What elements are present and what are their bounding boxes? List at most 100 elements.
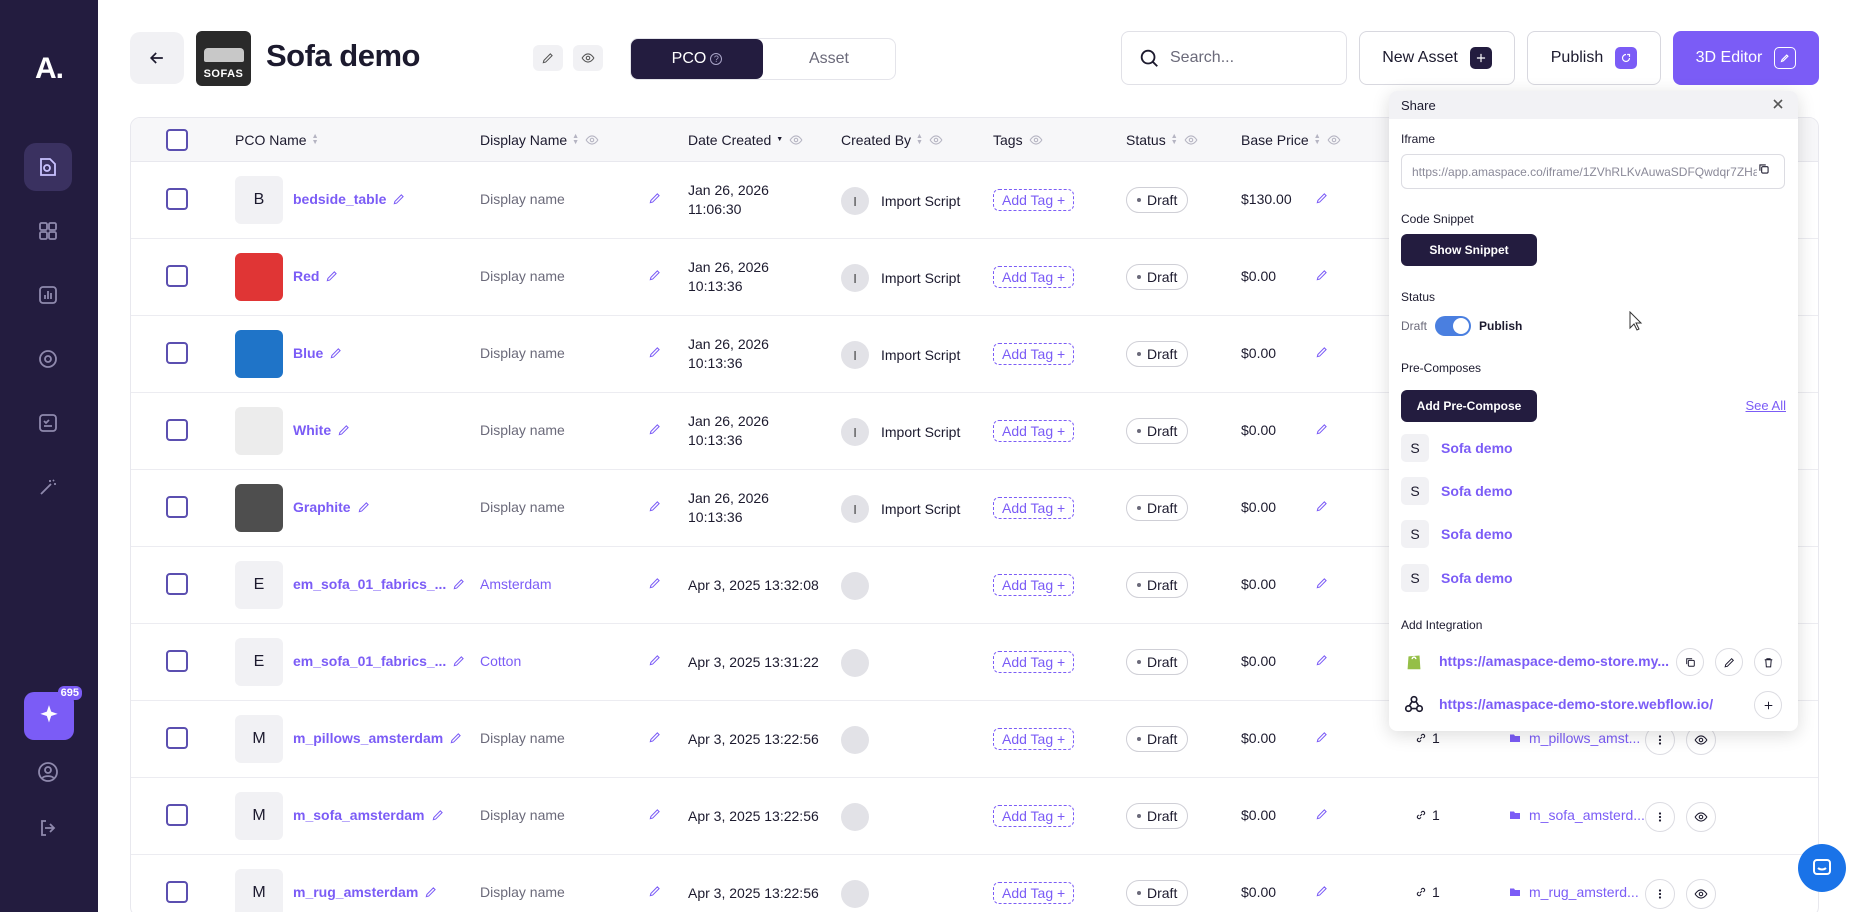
pco-name-link[interactable]: m_rug_amsterdam <box>293 884 438 900</box>
precompose-item[interactable]: S Sofa demo <box>1401 520 1513 548</box>
eye-icon[interactable] <box>1029 133 1043 147</box>
search-input[interactable] <box>1170 49 1340 67</box>
duplicate-integration-button[interactable] <box>1676 648 1704 676</box>
col-base-price[interactable]: Base Price ▲ ▼ <box>1241 132 1341 148</box>
pco-name-link[interactable]: White <box>293 422 351 438</box>
back-button[interactable] <box>130 32 184 84</box>
folder-link[interactable]: m_sofa_amsterd... <box>1509 807 1645 823</box>
edit-title-button[interactable] <box>533 45 563 71</box>
iframe-url-field[interactable]: https://app.amaspace.co/iframe/1ZVhRLKvA… <box>1401 154 1785 189</box>
add-tag-button[interactable]: Add Tag + <box>993 497 1075 519</box>
add-integration-button[interactable] <box>1754 691 1782 719</box>
pco-name-link[interactable]: Blue <box>293 345 343 361</box>
precompose-item[interactable]: S Sofa demo <box>1401 564 1513 592</box>
pencil-icon[interactable] <box>424 885 438 899</box>
copy-icon[interactable] <box>1757 162 1771 181</box>
nav-checklist-icon[interactable] <box>24 399 72 447</box>
pencil-icon[interactable] <box>1315 730 1329 744</box>
add-tag-button[interactable]: Add Tag + <box>993 420 1075 442</box>
tab-pco[interactable]: PCO? <box>631 39 763 79</box>
add-tag-button[interactable]: Add Tag + <box>993 343 1075 365</box>
precompose-item[interactable]: S Sofa demo <box>1401 477 1513 505</box>
col-display-name[interactable]: Display Name ▲ ▼ <box>480 132 599 148</box>
table-row[interactable]: White Display name Jan 26, 2026 10:13:36 I Im… <box>131 393 1818 470</box>
pencil-icon[interactable] <box>452 577 466 591</box>
pencil-icon[interactable] <box>1315 653 1329 667</box>
pencil-icon[interactable] <box>392 192 406 206</box>
col-pco-name[interactable]: PCO Name ▲ ▼ <box>235 132 319 148</box>
link-count[interactable]: 1 <box>1414 884 1440 900</box>
close-icon[interactable] <box>1772 97 1786 111</box>
select-all-checkbox[interactable] <box>166 129 188 151</box>
preview-row-button[interactable] <box>1686 879 1716 909</box>
eye-icon[interactable] <box>1184 133 1198 147</box>
add-tag-button[interactable]: Add Tag + <box>993 882 1075 904</box>
pco-name-link[interactable]: Graphite <box>293 499 371 515</box>
integration-item[interactable]: https://amaspace-demo-store.my... <box>1401 648 1669 674</box>
nav-magic-wand-icon[interactable] <box>24 463 72 511</box>
pencil-icon[interactable] <box>648 576 662 590</box>
eye-icon[interactable] <box>585 133 599 147</box>
col-date-created[interactable]: Date Created ▼ <box>688 132 803 148</box>
pencil-icon[interactable] <box>1315 345 1329 359</box>
pencil-icon[interactable] <box>357 500 371 514</box>
pencil-icon[interactable] <box>337 423 351 437</box>
pco-name-link[interactable]: em_sofa_01_fabrics_... <box>293 576 466 592</box>
add-tag-button[interactable]: Add Tag + <box>993 728 1075 750</box>
row-checkbox[interactable] <box>166 650 188 672</box>
folder-link[interactable]: m_rug_amsterd... <box>1509 884 1639 900</box>
more-options-button[interactable] <box>1645 879 1675 909</box>
promo-button[interactable]: 695 <box>24 686 82 740</box>
pco-name-link[interactable]: Red <box>293 268 339 284</box>
edit-integration-button[interactable] <box>1715 648 1743 676</box>
nav-profile-icon[interactable] <box>24 748 72 796</box>
pencil-icon[interactable] <box>648 499 662 513</box>
pco-name-link[interactable]: m_sofa_amsterdam <box>293 807 445 823</box>
pencil-icon[interactable] <box>648 191 662 205</box>
add-tag-button[interactable]: Add Tag + <box>993 266 1075 288</box>
col-tags[interactable]: Tags <box>993 132 1043 148</box>
pencil-icon[interactable] <box>648 653 662 667</box>
pencil-icon[interactable] <box>1315 576 1329 590</box>
nav-analytics-icon[interactable] <box>24 271 72 319</box>
tab-asset[interactable]: Asset <box>763 39 895 79</box>
link-count[interactable]: 1 <box>1414 730 1440 746</box>
nav-logout-icon[interactable] <box>24 804 72 852</box>
status-toggle[interactable] <box>1435 316 1472 336</box>
row-checkbox[interactable] <box>166 727 188 749</box>
eye-icon[interactable] <box>789 133 803 147</box>
col-status[interactable]: Status ▲ ▼ <box>1126 132 1198 148</box>
pencil-icon[interactable] <box>452 654 466 668</box>
add-precompose-button[interactable]: Add Pre-Compose <box>1401 390 1537 422</box>
pencil-icon[interactable] <box>648 268 662 282</box>
table-row[interactable]: Red Display name Jan 26, 2026 10:13:36 I Impo… <box>131 239 1818 316</box>
pco-name-link[interactable]: em_sofa_01_fabrics_... <box>293 653 466 669</box>
eye-icon[interactable] <box>1327 133 1341 147</box>
pencil-icon[interactable] <box>1315 268 1329 282</box>
precompose-item[interactable]: S Sofa demo <box>1401 434 1513 462</box>
pencil-icon[interactable] <box>648 807 662 821</box>
pencil-icon[interactable] <box>431 808 445 822</box>
folder-link[interactable]: m_pillows_amst... <box>1509 730 1640 746</box>
eye-icon[interactable] <box>929 133 943 147</box>
row-checkbox[interactable] <box>166 804 188 826</box>
pencil-icon[interactable] <box>325 269 339 283</box>
add-tag-button[interactable]: Add Tag + <box>993 189 1075 211</box>
preview-row-button[interactable] <box>1686 802 1716 832</box>
col-created-by[interactable]: Created By ▲ ▼ <box>841 132 943 148</box>
row-checkbox[interactable] <box>166 881 188 903</box>
pencil-icon[interactable] <box>648 730 662 744</box>
pencil-icon[interactable] <box>329 346 343 360</box>
pencil-icon[interactable] <box>1315 422 1329 436</box>
pencil-icon[interactable] <box>648 422 662 436</box>
nav-products-icon[interactable] <box>24 143 72 191</box>
3d-editor-button[interactable]: 3D Editor <box>1673 31 1819 85</box>
row-checkbox[interactable] <box>166 265 188 287</box>
pencil-icon[interactable] <box>1315 191 1329 205</box>
pencil-icon[interactable] <box>1315 884 1329 898</box>
pco-name-link[interactable]: bedside_table <box>293 191 406 207</box>
